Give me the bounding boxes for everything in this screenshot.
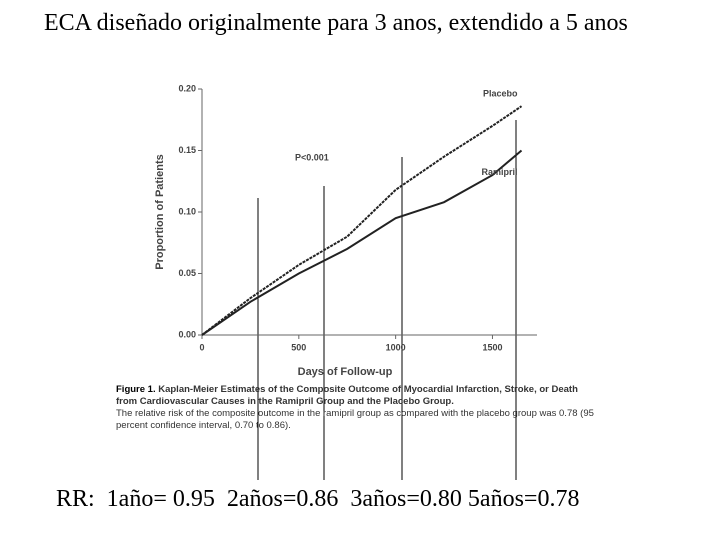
caption-label: Figure 1. <box>116 384 156 395</box>
year-markers <box>257 120 517 480</box>
x-tick-label: 0 <box>199 342 204 352</box>
caption-text: Kaplan-Meier Estimates of the Composite … <box>116 384 578 407</box>
y-tick-label: 0.15 <box>178 145 196 155</box>
x-tick-label: 1000 <box>386 342 406 352</box>
y-tick-label: 0.10 <box>178 206 196 216</box>
caption-note: The relative risk of the composite outco… <box>116 408 594 431</box>
figure-caption: Figure 1. Kaplan-Meier Estimates of the … <box>116 384 596 432</box>
series-label: Ramipril <box>481 167 517 177</box>
y-tick-label: 0.05 <box>178 268 196 278</box>
footer-text: RR: 1año= 0.95 2años=0.86 3años=0.80 5añ… <box>56 486 580 512</box>
y-tick-label: 0.20 <box>178 83 196 93</box>
x-tick-label: 1500 <box>482 342 502 352</box>
x-axis-label: Days of Follow-up <box>298 366 393 378</box>
y-tick-label: 0.00 <box>178 329 196 339</box>
series-label: Placebo <box>483 89 518 99</box>
series-line <box>201 105 523 336</box>
y-axis-label: Proportion of Patients <box>154 154 166 270</box>
series-line <box>201 149 523 336</box>
annotation: P<0.001 <box>295 152 329 162</box>
caption-body: Figure 1. Kaplan-Meier Estimates of the … <box>116 384 596 408</box>
slide-title: ECA diseñado originalmente para 3 anos, … <box>44 10 628 36</box>
x-tick-label: 500 <box>291 342 306 352</box>
